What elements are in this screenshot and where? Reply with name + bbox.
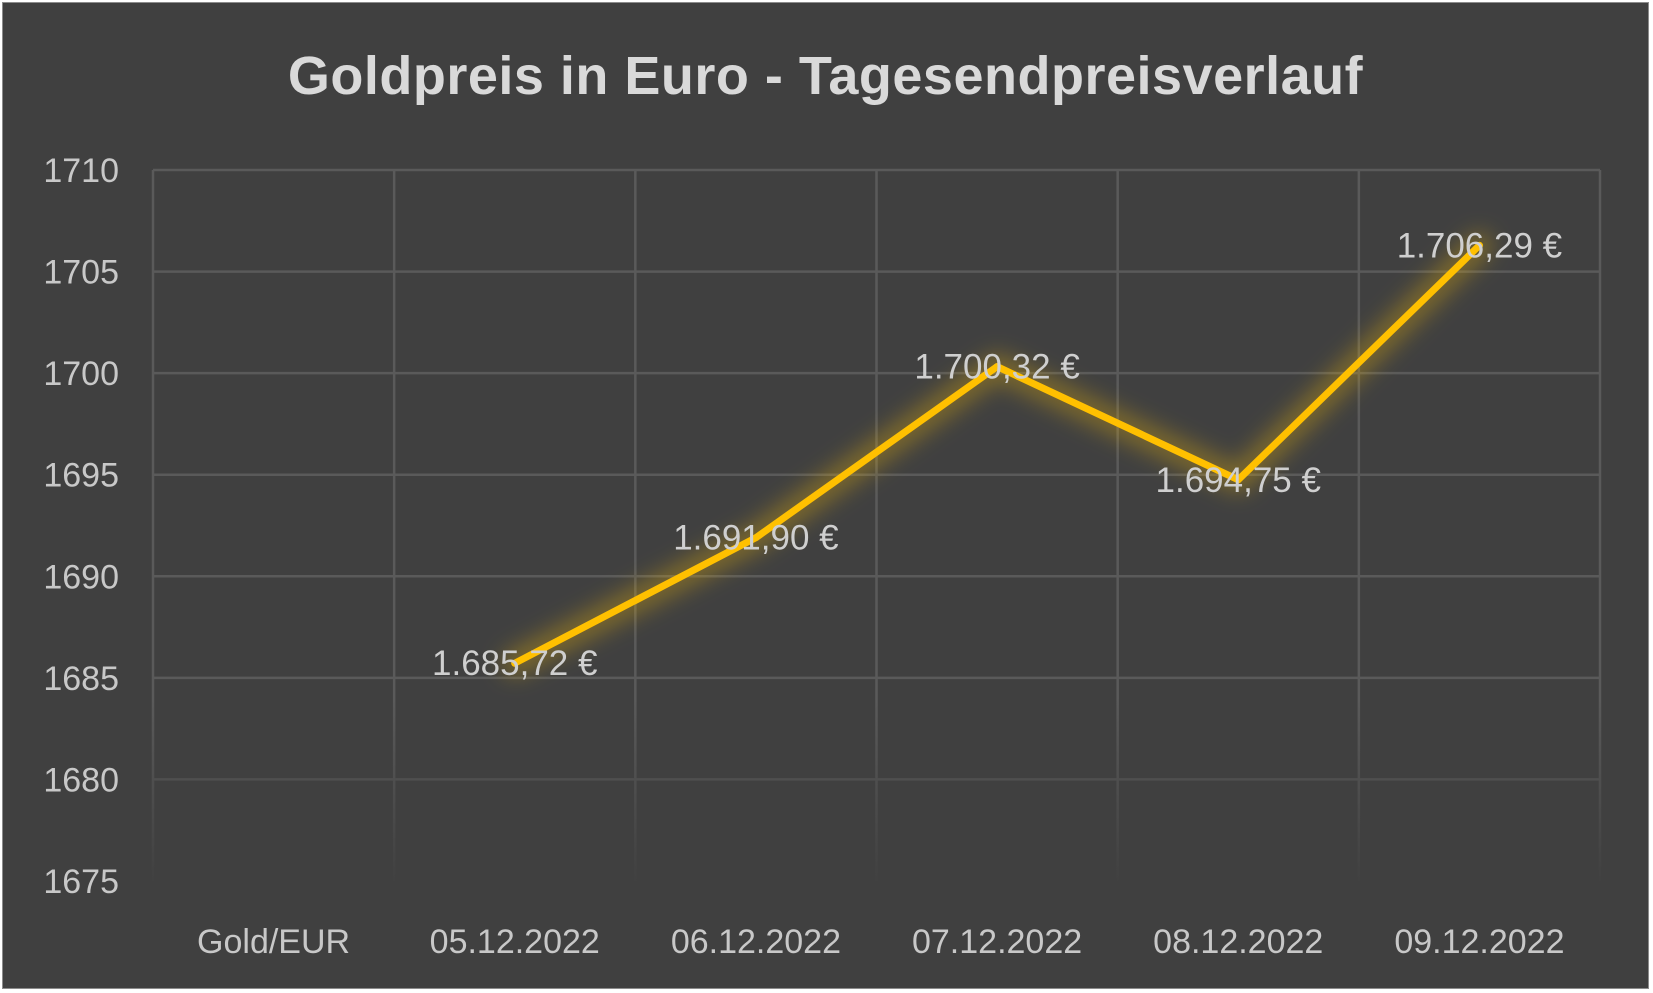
y-tick-label: 1685 xyxy=(43,660,119,698)
chart-title: Goldpreis in Euro - Tagesendpreisverlauf xyxy=(287,46,1364,106)
data-point xyxy=(511,659,519,667)
y-tick-label: 1695 xyxy=(43,457,119,495)
y-tick-label: 1705 xyxy=(43,254,119,292)
plot-area: 1675 1680 1685 1690 1695 1700 1705 1710 Gold/EUR… xyxy=(43,152,1605,961)
y-tick-label: 1680 xyxy=(43,761,119,799)
y-tick-label: 1675 xyxy=(43,863,119,901)
data-point xyxy=(1234,476,1242,484)
x-tick-label: 09.12.2022 xyxy=(1394,923,1564,961)
data-label: 1.706,29 € xyxy=(1397,226,1562,265)
data-label: 1.700,32 € xyxy=(914,348,1079,387)
y-tick-label: 1710 xyxy=(43,152,119,190)
grid-fade xyxy=(148,698,1605,886)
x-tick-label: 07.12.2022 xyxy=(912,923,1082,961)
y-tick-label: 1690 xyxy=(43,558,119,596)
data-point xyxy=(752,534,760,542)
x-tick-label: 06.12.2022 xyxy=(671,923,841,961)
series-line-glow xyxy=(501,232,1493,677)
x-tick-label: Gold/EUR xyxy=(197,923,350,961)
data-label: 1.694,75 € xyxy=(1156,461,1321,500)
x-tick-label: 08.12.2022 xyxy=(1153,923,1323,961)
data-label: 1.691,90 € xyxy=(673,519,838,558)
data-point xyxy=(993,363,1001,371)
x-tick-label: 05.12.2022 xyxy=(430,923,600,961)
data-point xyxy=(1475,241,1483,249)
data-label: 1.685,72 € xyxy=(432,644,597,683)
y-tick-label: 1700 xyxy=(43,355,119,393)
